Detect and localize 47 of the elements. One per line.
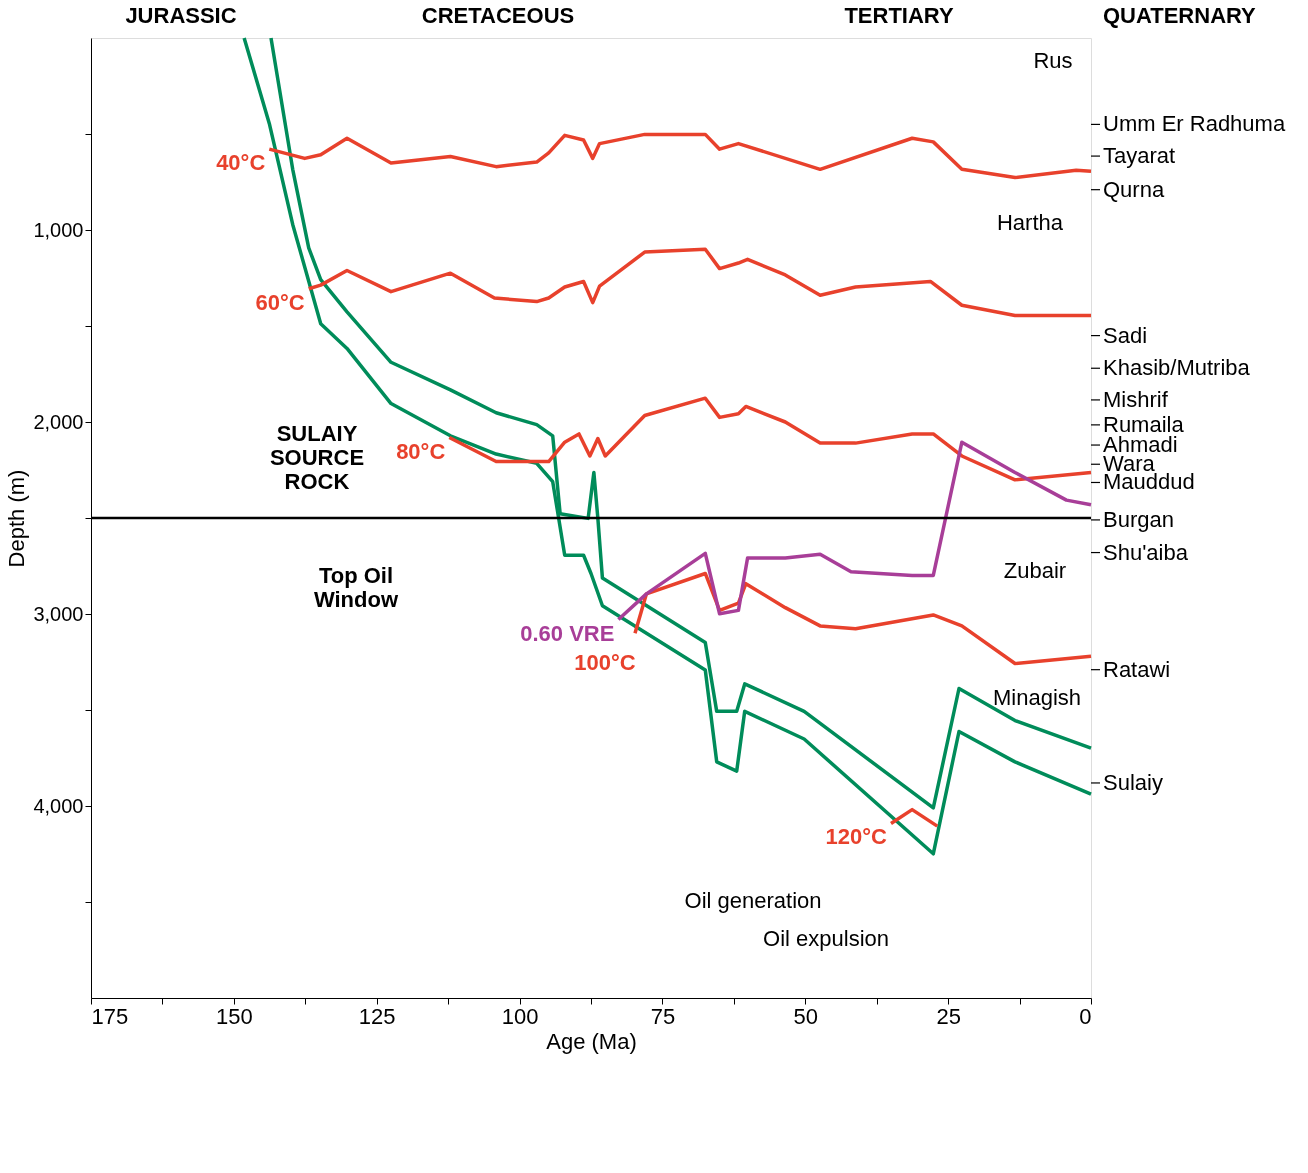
text: Shu'aiba [1103, 539, 1189, 565]
annotation: Rus [1033, 48, 1073, 74]
series-label: 120°C [825, 824, 888, 850]
y-tick-label: 1,000 [33, 218, 84, 241]
annotation: Oil generation [684, 888, 822, 914]
x-tick-label: 175 [91, 1003, 129, 1029]
text: QUATERNARY [1103, 3, 1257, 29]
text: Rumaila [1103, 411, 1185, 437]
text: Khasib/Mutriba [1103, 355, 1251, 381]
annotation: Minagish [992, 685, 1082, 711]
x-tick-label: 125 [358, 1003, 396, 1029]
text: Mishrif [1103, 386, 1169, 412]
text: TERTIARY [844, 3, 954, 29]
annotation: Oil expulsion [763, 926, 889, 952]
line-series [447, 396, 1093, 482]
text: Sadi [1103, 322, 1148, 348]
x-tick-label: 50 [793, 1003, 819, 1029]
series-label: 0.60 VRE [520, 620, 615, 646]
series-label: 100°C [574, 650, 636, 676]
x-tick-label: 150 [216, 1003, 253, 1029]
annotation: SULAIY SOURCE ROCK [269, 421, 365, 495]
series-label: 80°C [396, 438, 446, 464]
x-tick-label: 0 [1079, 1003, 1092, 1029]
text: Ratawi [1103, 656, 1171, 682]
x-axis-title: Age (Ma) [546, 1028, 637, 1054]
text: CRETACEOUS [421, 3, 575, 29]
x-tick-label: 75 [650, 1003, 676, 1029]
series-label: 60°C [255, 289, 305, 315]
series-label: 40°C [216, 150, 266, 176]
ref-line-label: Top Oil Window [313, 563, 399, 612]
annotation: Zubair [1003, 557, 1067, 583]
line-series [306, 247, 1093, 318]
line-series [267, 132, 1093, 180]
y-tick-label: 4,000 [33, 794, 84, 817]
text: Tayarat [1103, 143, 1176, 169]
line-series [616, 440, 1093, 622]
x-tick-label: 100 [501, 1003, 539, 1029]
text: Burgan [1103, 506, 1174, 532]
y-tick-label: 2,000 [33, 410, 84, 433]
text: JURASSIC [125, 3, 237, 29]
text: Umm Er Radhuma [1103, 111, 1286, 137]
text: Qurna [1103, 176, 1165, 202]
y-tick-label: 3,000 [33, 602, 84, 625]
text: Sulaiy [1103, 769, 1163, 795]
x-tick-label: 25 [936, 1003, 961, 1029]
annotation: Hartha [996, 210, 1064, 236]
y-axis-title: Depth (m) [4, 469, 30, 568]
